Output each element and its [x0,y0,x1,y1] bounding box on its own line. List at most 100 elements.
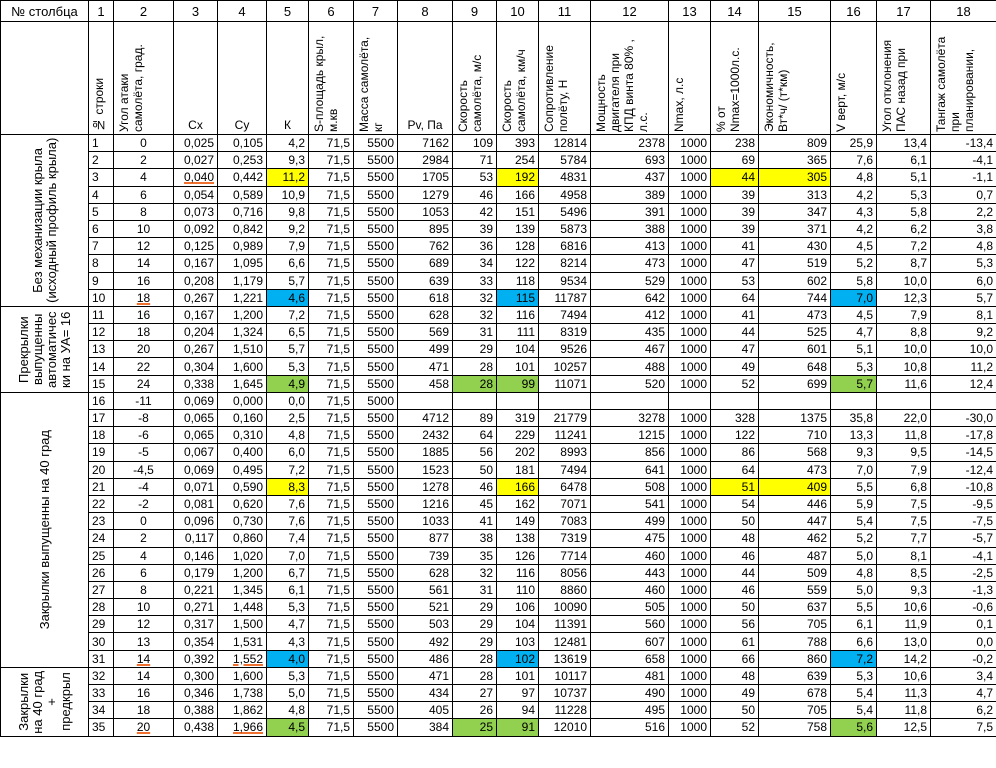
cell: 1,200 [217,305,267,325]
cell-value: 628 [428,307,449,322]
cell-value: 1000 [680,634,707,649]
cell-value: 365 [806,153,827,168]
cell-value: 4,6 [288,290,305,305]
cell-value: 29 [92,617,106,632]
cell: 238 [710,133,759,153]
cell: 14 [113,649,174,668]
cell-value: 47 [741,256,755,271]
cell-value: 4,8 [856,565,873,580]
cell-value: 1,020 [232,548,263,563]
cell: 639 [758,666,831,686]
data-row: 9 16 0,208 1,179 5,7 71,5 5500 639 33 118 9534 529 1… [1,271,996,290]
cell: 50 [710,701,759,720]
cell-value: 628 [428,565,449,580]
cell-value: 19 [92,445,106,460]
cell: 7,9 [876,305,931,325]
cell: 12 [113,237,174,256]
cell-value: 602 [806,273,827,288]
cell-value: 1 [92,136,99,151]
cell: 5784 [538,151,591,170]
cell: 33 [452,271,497,290]
cell: 1000 [668,202,711,221]
cell: 104 [496,615,539,634]
data-row: 24 2 0,117 0,860 7,4 71,5 5500 877 38 138 7319 475 1… [1,529,996,548]
cell: 529 [590,271,669,290]
cell-value: 7083 [560,514,587,529]
data-row: 3 4 0,040 0,442 11,2 71,5 5500 1705 53 192 4831 437… [1,168,996,187]
cell: 21 [88,477,114,496]
cell-value: 877 [428,531,449,546]
cell-value: 860 [806,651,827,666]
cell-value: 1,510 [232,342,263,357]
cell-value: 1279 [422,187,449,202]
cell-value: 64 [741,462,755,477]
header-row: № строки Угол атаки самолёта, град. Cx Cy К S… [0,21,996,135]
cell: 4,2 [266,133,309,153]
cell-value: 568 [806,445,827,460]
cell: 12,5 [876,718,931,737]
cell: 10,0 [876,340,931,359]
cell: 0,346 [173,683,218,703]
cell-value: 7,2 [288,462,305,477]
cell: 7 [88,237,114,256]
cell: 28 [452,666,497,686]
cell: 16 [113,271,174,290]
data-row: 7 12 0,125 0,989 7,9 71,5 5500 762 36 128 6816 413 1… [1,237,996,256]
cell: 10 [88,288,114,307]
cell-value: 32 [479,290,493,305]
cell: 5,3 [830,666,877,686]
cell: 7083 [538,512,591,531]
cell-value: 13,3 [849,428,873,443]
cell-value: 5500 [367,222,394,237]
cell-value: -4 [138,479,149,494]
cell: 5500 [353,133,398,153]
cell: 71,5 [308,666,354,686]
cell: 0,067 [173,443,218,462]
cell: 5500 [353,237,398,256]
cell-value: 0,310 [232,428,263,443]
cell-value: 0,146 [183,548,214,563]
cell-value: 347 [806,204,827,219]
cell: 7,6 [266,512,309,531]
cell: 313 [758,185,831,204]
cell-value: 5,1 [856,342,873,357]
cell: 5,3 [266,598,309,617]
cell-value: 2984 [422,153,449,168]
cell: 0,065 [173,408,218,428]
cell-value: 31 [479,582,493,597]
cell-value: 508 [644,479,665,494]
cell-value: 33 [479,273,493,288]
cell: 12010 [538,718,591,737]
cell-value: 5,4 [856,514,873,529]
cell: 5500 [353,632,398,651]
cell: 6,5 [266,323,309,342]
cell: 18 [113,323,174,342]
cell: 0,438 [173,718,218,737]
cell-value: 4,2 [856,222,873,237]
cell: 116 [496,305,539,325]
cell: 7,0 [830,460,877,479]
data-row: 23 0 0,096 0,730 7,6 71,5 5500 1033 41 149 7083 499… [1,512,996,531]
cell-value: 202 [514,445,535,460]
cell-value: 9,3 [856,445,873,460]
cell-value: 9,2 [976,325,993,340]
cell: 29 [452,615,497,634]
cell-value: 33 [92,686,106,701]
cell: 1 [88,133,114,153]
cell-value: 0,0 [288,393,305,408]
cell-value: 5,0 [856,582,873,597]
cell: 45 [452,494,497,514]
cell: 3 [88,168,114,187]
cell: 0,025 [173,133,218,153]
cell: 71,5 [308,563,354,582]
cell: 71,5 [308,494,354,514]
cell-value: 1,448 [232,600,263,615]
cell-value: 561 [428,582,449,597]
cell: 71,5 [308,357,354,376]
cell: 1000 [668,426,711,445]
cell: 641 [590,460,669,479]
cell: 35,8 [830,408,877,428]
header-cell: Nmax, л.с [668,21,711,135]
cell: 8993 [538,443,591,462]
cell-value: 1523 [422,462,449,477]
